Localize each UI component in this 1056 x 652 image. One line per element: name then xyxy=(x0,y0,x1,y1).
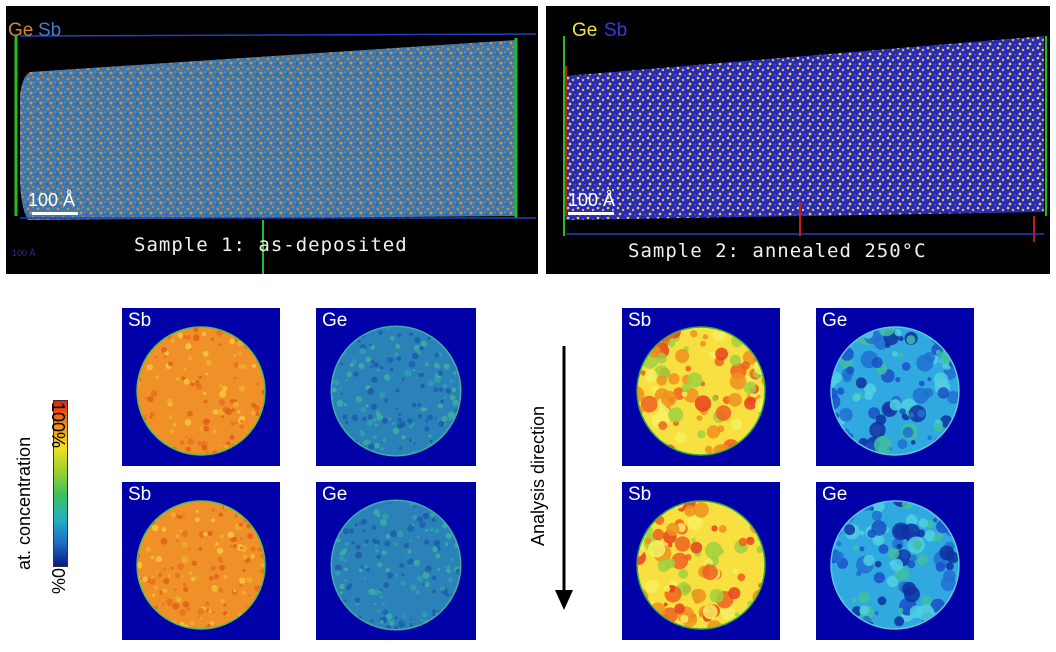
map-element-label: Sb xyxy=(128,310,152,331)
arrow-down-icon xyxy=(555,346,573,610)
concentration-map-sb-sample-2-row-1: Sb xyxy=(622,308,780,466)
map-disc xyxy=(636,500,766,630)
scale-bar xyxy=(568,212,614,215)
map-element-label: Ge xyxy=(822,310,848,331)
concentration-map-sb-sample-1-row-2: Sb xyxy=(122,482,280,640)
map-disc xyxy=(830,326,960,456)
tiny-scale-label: 100 Å xyxy=(12,248,36,258)
concentration-map-sb-sample-1-row-1: Sb xyxy=(122,308,280,466)
concentration-colorbar xyxy=(53,400,68,567)
map-disc xyxy=(636,326,766,456)
colorbar-max-label: 100% xyxy=(48,402,68,449)
analysis-direction-label: Analysis direction xyxy=(528,405,548,546)
atom-map-panel-sample-2: Ge Sb 100 Å Sample 2: annealed 250°C xyxy=(546,6,1050,274)
map-disc xyxy=(830,500,960,630)
colorbar-min-label: 0% xyxy=(48,568,68,595)
legend-sb: Sb xyxy=(604,20,628,41)
map-disc xyxy=(136,326,266,456)
map-element-label: Ge xyxy=(322,310,348,331)
concentration-map-ge-sample-1-row-1: Ge xyxy=(316,308,476,466)
map-element-label: Ge xyxy=(822,484,848,505)
legend-ge: Ge xyxy=(8,20,34,41)
map-disc xyxy=(136,500,266,630)
scale-bar-label: 100 Å xyxy=(568,190,616,210)
colorbar-axis-label: at. concentration xyxy=(14,436,34,570)
legend-ge: Ge xyxy=(572,20,598,41)
caption-sample-2: Sample 2: annealed 250°C xyxy=(628,240,927,262)
scale-bar-label: 100 Å xyxy=(28,190,76,210)
concentration-map-sb-sample-2-row-2: Sb xyxy=(622,482,780,640)
tip-reconstruction-sample-2 xyxy=(563,36,1047,242)
map-disc xyxy=(330,499,462,631)
map-element-label: Sb xyxy=(628,484,652,505)
map-element-label: Sb xyxy=(628,310,652,331)
map-element-label: Ge xyxy=(322,484,348,505)
tip-reconstruction-sample-1 xyxy=(14,33,537,274)
legend-sb: Sb xyxy=(38,20,62,41)
concentration-map-ge-sample-2-row-2: Ge xyxy=(816,482,974,640)
map-element-label: Sb xyxy=(128,484,152,505)
concentration-map-ge-sample-2-row-1: Ge xyxy=(816,308,974,466)
atom-map-panel-sample-1: Ge Sb 100 Å 100 Å Sample 1: as-deposited xyxy=(6,6,538,274)
concentration-map-ge-sample-1-row-2: Ge xyxy=(316,482,476,640)
map-disc xyxy=(330,325,462,457)
scale-bar xyxy=(32,212,78,215)
caption-sample-1: Sample 1: as-deposited xyxy=(134,234,408,256)
